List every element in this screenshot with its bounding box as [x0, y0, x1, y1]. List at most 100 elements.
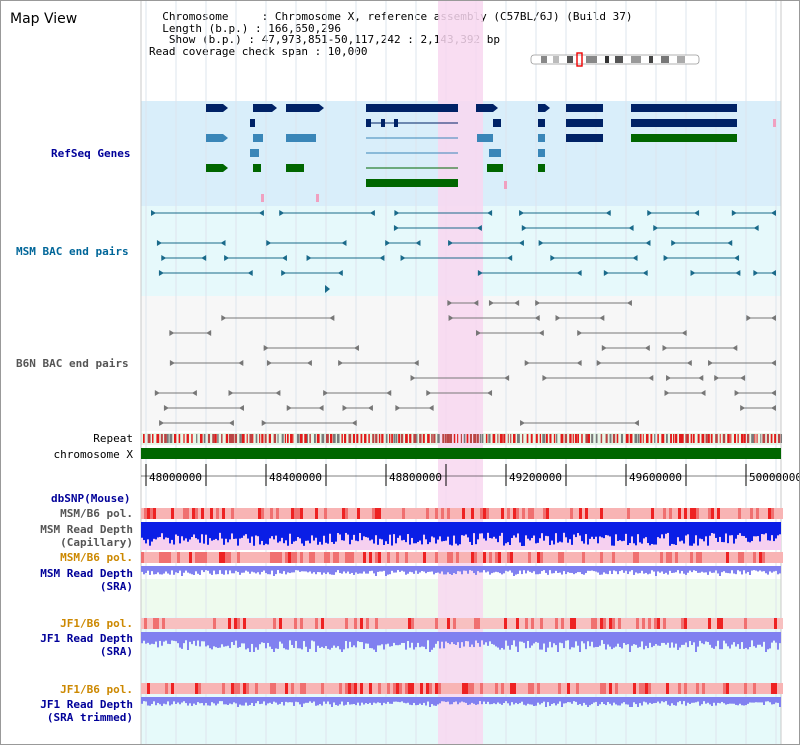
- track-label-msm-b6-pol-2[interactable]: MSM/B6 pol.: [60, 551, 133, 564]
- depth-bin: [659, 632, 661, 646]
- depth-bin: [339, 697, 341, 705]
- depth-bin: [699, 522, 701, 539]
- depth-bin: [649, 632, 651, 643]
- depth-bin: [293, 697, 295, 706]
- polymorphism-bin: [333, 508, 336, 519]
- polymorphism-bin: [366, 618, 369, 629]
- track-label-msm-b6-pol-1[interactable]: MSM/B6 pol.: [60, 507, 133, 520]
- bac-end-marker: [448, 315, 454, 321]
- polymorphism-bin: [591, 683, 594, 694]
- depth-bin: [393, 632, 395, 643]
- depth-bin: [277, 632, 279, 649]
- depth-bin: [471, 566, 473, 571]
- polymorphism-bin: [774, 618, 777, 629]
- track-label-jf1-b6-pol-1[interactable]: JF1/B6 pol.: [60, 617, 133, 630]
- depth-bin: [595, 522, 597, 537]
- depth-bin: [387, 632, 389, 644]
- depth-bin: [373, 566, 375, 574]
- depth-bin: [613, 697, 615, 703]
- track-label-jf1-depth-trimmed[interactable]: JF1 Read Depth (SRA trimmed): [40, 698, 133, 724]
- depth-bin: [265, 697, 267, 706]
- depth-bin: [347, 566, 349, 572]
- depth-bin: [767, 566, 769, 575]
- depth-bin: [719, 697, 721, 704]
- gene-strand-arrow: [545, 104, 550, 112]
- depth-bin: [337, 566, 339, 571]
- polymorphism-bin: [288, 508, 291, 519]
- track-label-refseq[interactable]: RefSeq Genes: [51, 147, 131, 160]
- depth-bin: [773, 566, 775, 572]
- depth-bin: [595, 566, 597, 572]
- depth-bin: [647, 522, 649, 543]
- depth-bin: [649, 566, 651, 574]
- depth-bin: [249, 522, 251, 543]
- track-label-b6n-bac[interactable]: B6N BAC end pairs: [16, 357, 129, 370]
- depth-bin: [715, 632, 717, 647]
- depth-bin: [407, 697, 409, 703]
- track-label-chromosome[interactable]: chromosome X: [53, 448, 133, 461]
- bac-end-marker: [632, 255, 638, 261]
- polymorphism-bin: [492, 508, 495, 519]
- depth-bin: [267, 632, 269, 643]
- depth-bin: [361, 697, 363, 703]
- depth-bin: [613, 522, 615, 546]
- track-label-jf1-depth-sra[interactable]: JF1 Read Depth (SRA): [40, 632, 133, 658]
- depth-bin: [635, 566, 637, 573]
- depth-bin: [735, 566, 737, 575]
- repeat-element: [722, 434, 726, 443]
- polymorphism-bin: [690, 508, 693, 519]
- depth-bin: [313, 697, 315, 702]
- polymorphism-bin: [624, 683, 627, 694]
- track-label-msm-depth-capillary[interactable]: MSM Read Depth (Capillary): [40, 523, 133, 549]
- bac-end-marker: [734, 390, 740, 396]
- polymorphism-bin: [480, 508, 483, 519]
- bac-end-marker: [534, 315, 540, 321]
- polymorphism-bin: [276, 552, 279, 563]
- track-label-msm-depth-sra-line1: MSM Read Depth: [40, 567, 133, 580]
- polymorphism-bin: [318, 683, 321, 694]
- depth-bin: [467, 632, 469, 642]
- depth-bin: [451, 632, 453, 643]
- polymorphism-bin: [507, 618, 510, 629]
- repeat-element: [556, 434, 558, 443]
- depth-bin: [353, 522, 355, 535]
- polymorphism-bin: [765, 683, 768, 694]
- depth-bin: [145, 522, 147, 544]
- polymorphism-bin: [192, 683, 195, 694]
- depth-bin: [281, 566, 283, 574]
- track-label-jf1-b6-pol-2[interactable]: JF1/B6 pol.: [60, 683, 133, 696]
- track-label-msm-bac[interactable]: MSM BAC end pairs: [16, 245, 129, 258]
- depth-bin: [335, 522, 337, 542]
- depth-bin: [599, 566, 601, 575]
- polymorphism-bin: [336, 683, 339, 694]
- depth-bin: [287, 566, 289, 573]
- polymorphism-bin: [195, 618, 198, 629]
- track-label-repeat[interactable]: Repeat: [93, 432, 133, 445]
- repeat-element: [442, 434, 445, 443]
- depth-bin: [267, 522, 269, 545]
- polymorphism-bin: [531, 618, 534, 629]
- track-label-dbsnp[interactable]: dbSNP(Mouse): [51, 492, 131, 505]
- polymorphism-bin: [438, 552, 441, 563]
- repeat-element: [313, 434, 316, 443]
- depth-bin: [345, 697, 347, 705]
- depth-bin: [209, 632, 211, 649]
- depth-bin: [565, 632, 567, 641]
- polymorphism-bin: [606, 683, 609, 694]
- depth-bin: [159, 522, 161, 537]
- polymorphism-bin: [201, 683, 204, 694]
- polymorphism-bin: [642, 683, 645, 694]
- track-label-msm-depth-sra[interactable]: MSM Read Depth (SRA): [40, 567, 133, 593]
- repeat-element: [560, 434, 564, 443]
- repeat-element: [535, 434, 538, 443]
- depth-bin: [237, 697, 239, 707]
- polymorphism-bin: [756, 683, 759, 694]
- depth-bin: [161, 566, 163, 575]
- bac-end-marker: [487, 390, 493, 396]
- depth-bin: [457, 566, 459, 572]
- polymorphism-bin: [528, 508, 531, 519]
- gene-strand-arrow: [319, 104, 324, 112]
- polymorphism-bin: [447, 618, 450, 629]
- polymorphism-bin: [243, 552, 246, 563]
